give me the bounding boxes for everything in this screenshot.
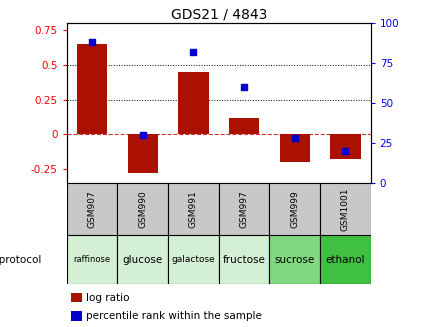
Point xyxy=(190,49,197,54)
Text: GSM990: GSM990 xyxy=(138,190,147,228)
Bar xyxy=(67,183,117,235)
Text: log ratio: log ratio xyxy=(86,293,129,303)
Bar xyxy=(71,311,82,320)
Bar xyxy=(168,183,218,235)
Bar xyxy=(269,183,319,235)
Text: raffinose: raffinose xyxy=(74,255,111,265)
Text: GSM1001: GSM1001 xyxy=(340,187,349,231)
Bar xyxy=(117,183,168,235)
Text: percentile rank within the sample: percentile rank within the sample xyxy=(86,311,261,321)
Text: GSM907: GSM907 xyxy=(87,190,96,228)
Text: ethanol: ethanol xyxy=(325,255,364,265)
Point xyxy=(291,136,298,141)
Bar xyxy=(218,235,269,284)
Bar xyxy=(117,235,168,284)
Text: GSM991: GSM991 xyxy=(188,190,197,228)
Bar xyxy=(71,293,82,302)
Bar xyxy=(77,44,107,134)
Bar xyxy=(178,72,208,134)
Text: glucose: glucose xyxy=(123,255,163,265)
Text: GSM999: GSM999 xyxy=(289,190,298,228)
Bar xyxy=(168,235,218,284)
Text: GSM997: GSM997 xyxy=(239,190,248,228)
Point xyxy=(341,148,348,154)
Point xyxy=(89,40,95,45)
Bar xyxy=(319,235,370,284)
Text: fructose: fructose xyxy=(222,255,265,265)
Text: growth protocol: growth protocol xyxy=(0,255,41,265)
Bar xyxy=(228,118,259,134)
Bar xyxy=(329,134,359,160)
Text: galactose: galactose xyxy=(171,255,215,265)
Point xyxy=(240,84,247,90)
Bar xyxy=(218,183,269,235)
Bar xyxy=(269,235,319,284)
Point xyxy=(139,132,146,138)
Bar xyxy=(319,183,370,235)
Title: GDS21 / 4843: GDS21 / 4843 xyxy=(170,8,266,22)
Bar xyxy=(279,134,309,162)
Text: sucrose: sucrose xyxy=(274,255,314,265)
Bar xyxy=(67,235,117,284)
Bar xyxy=(127,134,157,173)
